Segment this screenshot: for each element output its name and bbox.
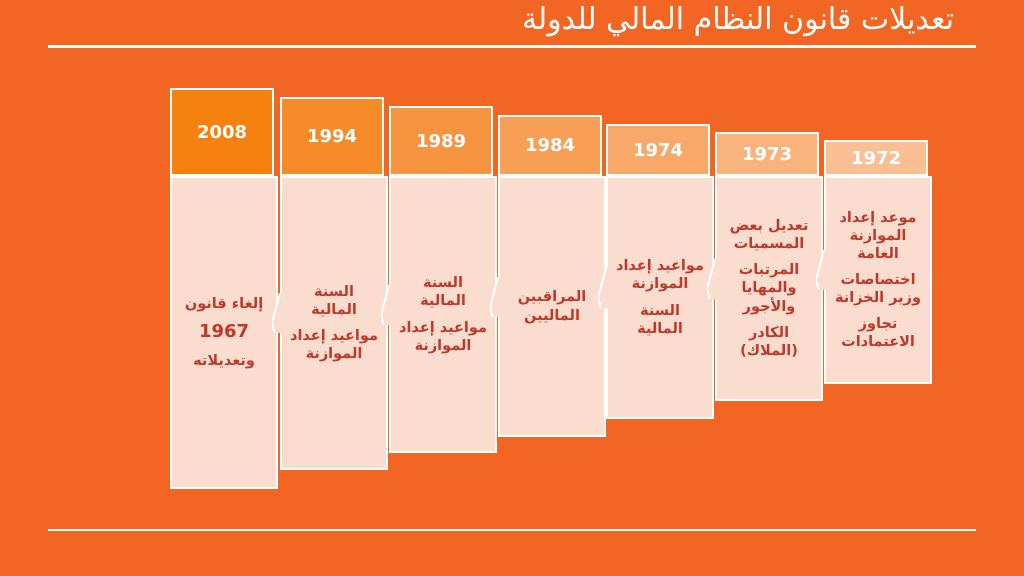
year-details: تعديل بعض المسميات المرتبات والمهايا والأ… xyxy=(715,176,823,401)
detail-item: مواعيد إعداد الموازنة xyxy=(616,258,704,293)
chevron-notch xyxy=(598,267,612,308)
year-header: 1984 xyxy=(498,115,602,176)
year-details: السنة المالية مواعيد إعداد الموازنة xyxy=(280,176,388,470)
detail-item: موعد إعداد الموازنة العامة xyxy=(839,209,917,262)
year-details: السنة المالية مواعيد إعداد الموازنة xyxy=(389,176,497,453)
year-header: 1974 xyxy=(606,124,710,176)
page-title: تعديلات قانون النظام المالي للدولة xyxy=(521,2,954,37)
year-details: المراقبين الماليين xyxy=(498,176,606,437)
year-header: 1972 xyxy=(824,140,928,176)
chevron-notch xyxy=(816,250,830,290)
year-details: مواعيد إعداد الموازنة السنة المالية xyxy=(606,176,714,419)
year-details: موعد إعداد الموازنة العامة اختصاصات وزير … xyxy=(824,176,932,384)
detail-item: مواعيد إعداد الموازنة xyxy=(290,328,378,363)
detail-item: اختصاصات وزير الخزانة xyxy=(835,271,921,307)
year-header: 2008 xyxy=(170,88,274,176)
detail-item: 1967 xyxy=(198,321,250,343)
detail-item: وتعديلاته xyxy=(193,352,255,369)
detail-item: مواعيد إعداد الموازنة xyxy=(399,319,487,354)
year-header: 1989 xyxy=(389,106,493,176)
title-underline xyxy=(48,45,976,48)
detail-item: إلغاء قانون xyxy=(184,296,264,313)
detail-item: السنة المالية xyxy=(637,302,683,337)
chevron-notch xyxy=(381,284,395,325)
chevron-notch xyxy=(490,276,504,317)
chevron-notch xyxy=(272,293,286,333)
detail-item: المراقبين الماليين xyxy=(517,289,587,324)
detail-item: تجاوز الاعتمادات xyxy=(841,316,915,351)
detail-item: الكادر (الملاك) xyxy=(740,324,798,359)
year-details: إلغاء قانون 1967 وتعديلاته xyxy=(170,176,278,489)
year-header: 1994 xyxy=(280,97,384,176)
bottom-divider xyxy=(48,529,976,531)
detail-item: تعديل بعض المسميات xyxy=(729,218,809,253)
detail-item: المرتبات والمهايا والأجور xyxy=(738,262,800,315)
chevron-notch xyxy=(707,258,721,299)
detail-item: السنة المالية xyxy=(420,275,466,310)
detail-item: السنة المالية xyxy=(311,283,357,318)
year-header: 1973 xyxy=(715,132,819,176)
